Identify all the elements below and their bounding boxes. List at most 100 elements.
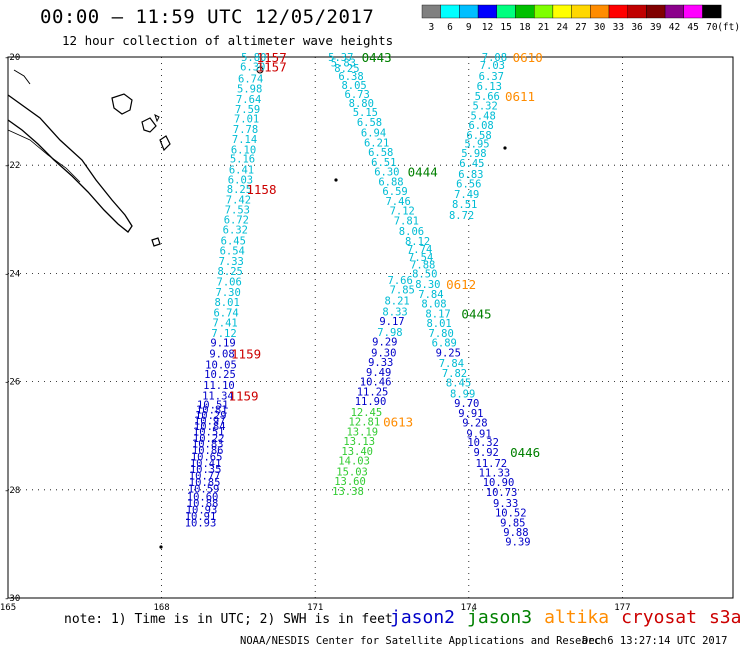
swh-value: 10.81 bbox=[196, 405, 228, 417]
track-west: 5.806.306.745.987.647.597.017.787.146.10… bbox=[202, 52, 266, 403]
swh-value: 8.30 bbox=[415, 279, 440, 291]
lat-tick-label: -28 bbox=[4, 486, 20, 496]
legend-label: 45 bbox=[687, 22, 698, 33]
legend-swatch bbox=[440, 4, 460, 19]
swh-value: 10.52 bbox=[495, 508, 527, 520]
swh-value: 8.21 bbox=[384, 295, 409, 307]
lon-tick-label: 171 bbox=[307, 603, 323, 613]
swh-value: 15.03 bbox=[336, 466, 368, 478]
legend-label: 24 bbox=[557, 22, 569, 33]
swh-value: 12.81 bbox=[349, 417, 381, 429]
footer-note: note: 1) Time is in UTC; 2) SWH is in fe… bbox=[64, 612, 393, 627]
swh-value: 8.80 bbox=[349, 98, 374, 110]
lat-tick-label: -30 bbox=[4, 594, 20, 604]
swh-value: 11.90 bbox=[355, 396, 387, 408]
swh-value: 7.30 bbox=[216, 287, 241, 299]
swh-value: 13.38 bbox=[332, 486, 364, 498]
swh-value: 5.98 bbox=[461, 148, 486, 160]
pass-time: 1159 bbox=[228, 389, 258, 404]
legend-label: 39 bbox=[650, 22, 662, 33]
swh-value: 6.59 bbox=[382, 186, 407, 198]
swh-value: 6.58 bbox=[368, 147, 393, 159]
swh-value: 8.01 bbox=[426, 318, 451, 330]
swh-value: 7.82 bbox=[442, 368, 467, 380]
legend-label: 36 bbox=[631, 22, 643, 33]
legend-label: 6 bbox=[447, 22, 453, 33]
swh-value: 7.84 bbox=[439, 358, 464, 370]
legend-swatch bbox=[421, 4, 441, 19]
swh-value: 11.10 bbox=[203, 380, 235, 392]
swh-value: 7.08 bbox=[482, 52, 507, 64]
swh-value: 9.28 bbox=[462, 418, 487, 430]
pass-time: 0613 bbox=[383, 415, 413, 430]
swh-value: 14.03 bbox=[338, 456, 370, 468]
swh-value: 8.17 bbox=[425, 308, 450, 320]
swh-value: 8.05 bbox=[341, 80, 366, 92]
swh-value: 10.93 bbox=[186, 504, 218, 516]
swh-value: 6.74 bbox=[238, 74, 263, 86]
satellite-altika: altika bbox=[544, 607, 610, 628]
swh-value: 7.66 bbox=[388, 275, 413, 287]
swh-value: 7.12 bbox=[390, 206, 415, 218]
swh-value: 7.46 bbox=[385, 196, 410, 208]
satellite-jason2: jason2 bbox=[390, 607, 456, 628]
swh-value: 10.51 bbox=[193, 426, 225, 438]
legend-label: 3 bbox=[428, 22, 434, 33]
swh-value: 7.59 bbox=[235, 104, 260, 116]
map-border bbox=[7, 56, 734, 599]
swh-value: 7.49 bbox=[454, 189, 479, 201]
track-center-south: 7.667.858.218.339.177.989.299.309.339.49… bbox=[332, 275, 415, 498]
swh-value: 7.84 bbox=[418, 289, 443, 301]
swh-value: 6.51 bbox=[371, 157, 396, 169]
legend-swatch bbox=[702, 4, 722, 19]
swh-value: 11.72 bbox=[476, 458, 508, 470]
swh-value: 6.37 bbox=[479, 71, 504, 83]
swh-value: 6.41 bbox=[229, 165, 254, 177]
swh-value: 10.25 bbox=[204, 369, 236, 381]
swh-value: 6.58 bbox=[466, 130, 491, 142]
swh-value: 5.98 bbox=[237, 83, 262, 95]
swh-value: 9.08 bbox=[209, 348, 234, 360]
swh-value: 5.95 bbox=[464, 139, 489, 151]
wave-height-tracks: 5.806.306.745.987.647.597.017.787.146.10… bbox=[185, 52, 531, 549]
swh-value: 9.39 bbox=[505, 537, 530, 549]
dot-east bbox=[503, 146, 507, 150]
swh-value: 6.45 bbox=[459, 158, 484, 170]
swh-value: 7.42 bbox=[226, 194, 251, 206]
swh-value: 10.83 bbox=[192, 438, 224, 450]
swh-value: 7.64 bbox=[236, 94, 261, 106]
legend-label: 18 bbox=[519, 22, 531, 33]
swh-value: 8.45 bbox=[446, 378, 471, 390]
swh-value: 8.06 bbox=[399, 226, 424, 238]
swh-value: 5.37 bbox=[328, 52, 353, 64]
legend-swatch bbox=[534, 4, 554, 19]
swh-value: 9.19 bbox=[210, 338, 235, 350]
lon-tick-label: 168 bbox=[153, 603, 169, 613]
legend-swatch bbox=[664, 4, 684, 19]
legend-swatch bbox=[571, 4, 591, 19]
swh-value: 9.70 bbox=[454, 398, 479, 410]
swh-value: 10.86 bbox=[192, 445, 224, 457]
swh-value: 7.78 bbox=[233, 124, 258, 136]
swh-value: 7.74 bbox=[407, 244, 432, 256]
swh-value: 11.33 bbox=[479, 467, 511, 479]
swh-value: 8.12 bbox=[405, 236, 430, 248]
swh-value: 8.25 bbox=[218, 266, 243, 278]
map-frame: 165 168 171 174 177 -20 -22 -24 -26 -28 -30 bbox=[0, 53, 734, 613]
swh-value: 10.88 bbox=[187, 498, 219, 510]
swh-value: 7.98 bbox=[377, 327, 402, 339]
satellite-cryosat: cryosat bbox=[621, 607, 697, 628]
track-west-south: 10.5110.8110.2910.9710.8410.5110.2210.83… bbox=[185, 399, 229, 529]
swh-value: 6.45 bbox=[221, 235, 246, 247]
legend-swatch bbox=[459, 4, 479, 19]
lat-tick-label: -20 bbox=[4, 53, 20, 63]
lon-tick-label: 174 bbox=[461, 603, 477, 613]
swh-value: 5.32 bbox=[473, 101, 498, 113]
swh-value: 8.08 bbox=[421, 299, 446, 311]
track-northeast-diag: 7.087.036.376.135.665.325.486.086.585.95… bbox=[449, 52, 507, 222]
swh-value: 7.33 bbox=[219, 256, 244, 268]
map-subtitle: 12 hour collection of altimeter wave hei… bbox=[62, 33, 394, 48]
lat-tick-label: -24 bbox=[4, 269, 20, 279]
swh-value: 10.60 bbox=[187, 491, 219, 503]
swh-value: 5.15 bbox=[353, 107, 378, 119]
